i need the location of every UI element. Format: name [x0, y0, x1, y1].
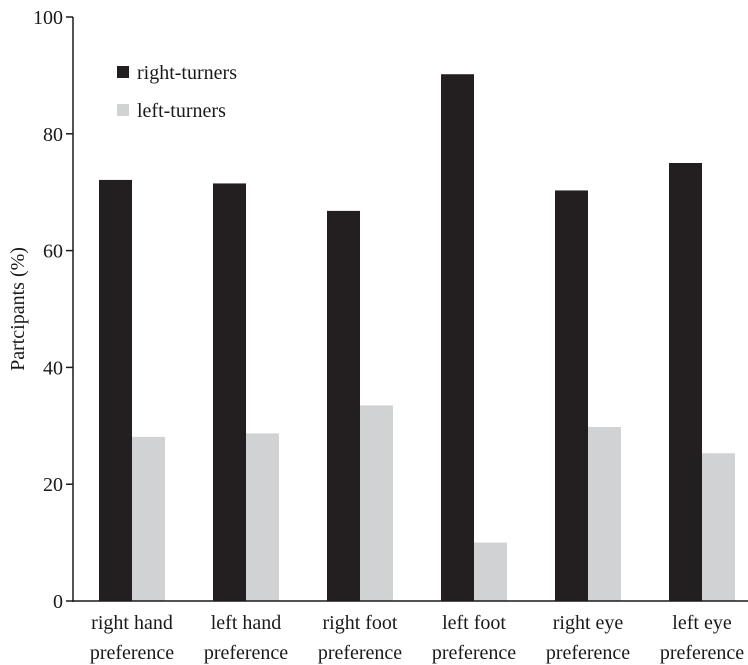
x-tick-label: left eye preference — [660, 612, 744, 664]
legend-swatch-right-turners — [117, 66, 129, 78]
bar-left-turners-left-foot-preference — [474, 542, 507, 601]
y-tick-label: 60 — [43, 241, 63, 263]
y-tick-label: 40 — [43, 357, 63, 379]
legend: right-turners left-turners — [117, 62, 237, 122]
x-tick-label: right foot preference — [318, 612, 402, 664]
bar-left-turners-left-eye-preference — [702, 453, 735, 601]
x-tick-label: left foot preference — [432, 612, 516, 664]
x-tick-label: right hand preference — [90, 612, 174, 664]
y-axis-title: Partcipants (%) — [7, 247, 29, 371]
x-tick-label: right eye preference — [546, 612, 630, 664]
y-axis-ticks: 0 20 40 60 80 100 — [33, 7, 73, 613]
bar-right-turners-right-eye-preference — [555, 190, 588, 601]
y-tick-label: 100 — [33, 7, 63, 29]
bar-right-turners-left-hand-preference — [213, 183, 246, 601]
y-tick-label: 0 — [53, 591, 63, 613]
bar-right-turners-right-hand-preference — [99, 179, 132, 601]
legend-swatch-left-turners — [117, 104, 129, 116]
bar-left-turners-right-hand-preference — [132, 436, 165, 601]
legend-label-right-turners: right-turners — [137, 62, 237, 84]
x-tick-label: left hand preference — [204, 612, 288, 664]
bar-right-turners-left-foot-preference — [441, 74, 474, 602]
bar-left-turners-right-foot-preference — [360, 405, 393, 601]
y-tick-label: 80 — [43, 124, 63, 146]
y-tick-label: 20 — [43, 474, 63, 496]
bar-left-turners-right-eye-preference — [588, 426, 621, 601]
bar-left-turners-left-hand-preference — [246, 433, 279, 601]
bars — [99, 74, 735, 602]
x-axis-tick-labels: right hand preference left hand preference r… — [90, 612, 744, 664]
bar-right-turners-left-eye-preference — [669, 163, 702, 601]
bar-right-turners-right-foot-preference — [327, 210, 360, 601]
legend-label-left-turners: left-turners — [137, 100, 226, 122]
